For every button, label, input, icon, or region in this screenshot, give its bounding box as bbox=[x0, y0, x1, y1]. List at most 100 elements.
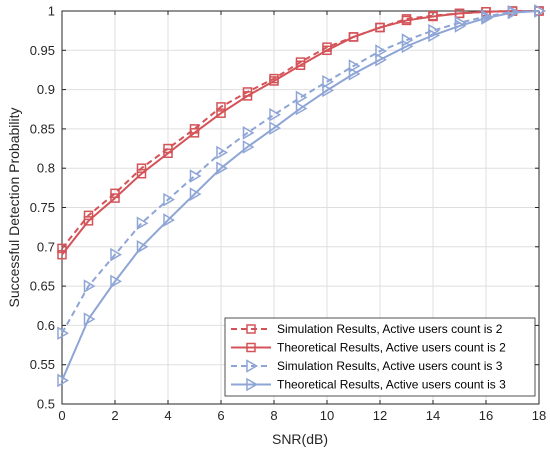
y-tick-label: 0.75 bbox=[30, 200, 55, 215]
data-point bbox=[83, 279, 96, 293]
y-tick-label: 0.55 bbox=[30, 357, 55, 372]
data-point bbox=[242, 126, 255, 140]
x-tick-label: 16 bbox=[479, 408, 493, 423]
y-axis-label: Successful Detection Probability bbox=[6, 108, 22, 308]
series-line bbox=[61, 10, 539, 249]
data-point bbox=[375, 44, 387, 58]
series-line bbox=[61, 10, 539, 256]
series-group bbox=[57, 4, 546, 388]
data-point bbox=[189, 128, 200, 138]
legend: Simulation Results, Active users count i… bbox=[224, 317, 536, 397]
legend-entry: Theoretical Results, Active users count … bbox=[231, 341, 506, 355]
y-tick-label: 0.9 bbox=[37, 82, 55, 97]
y-tick-label: 0.95 bbox=[30, 43, 55, 58]
data-point bbox=[110, 247, 122, 262]
data-point bbox=[428, 28, 440, 43]
data-point bbox=[57, 249, 67, 260]
data-point bbox=[216, 145, 228, 160]
y-tick-label: 0.65 bbox=[30, 279, 55, 294]
data-point bbox=[216, 102, 226, 112]
legend-box bbox=[224, 317, 536, 397]
x-tick-label: 8 bbox=[270, 408, 277, 423]
data-point bbox=[295, 90, 308, 105]
series-4 bbox=[57, 4, 546, 388]
legend-marker bbox=[246, 342, 256, 353]
data-point bbox=[242, 140, 255, 154]
legend-label: Theoretical Results, Active users count … bbox=[277, 341, 506, 355]
data-point bbox=[163, 148, 173, 159]
x-tick-label: 14 bbox=[426, 408, 440, 423]
data-point bbox=[136, 216, 149, 231]
data-point bbox=[375, 22, 385, 33]
data-point bbox=[136, 239, 149, 254]
x-tick-label: 4 bbox=[164, 408, 171, 423]
x-axis-ticks: 0 2 4 6 8 10 12 14 16 18 bbox=[58, 11, 546, 423]
data-point bbox=[83, 216, 94, 226]
legend-entry: Simulation Results, Active users count i… bbox=[231, 359, 503, 373]
data-point bbox=[348, 32, 359, 42]
x-tick-label: 6 bbox=[217, 408, 224, 423]
data-point bbox=[428, 11, 438, 22]
data-point bbox=[242, 91, 253, 101]
data-point bbox=[454, 19, 467, 33]
data-point bbox=[83, 210, 94, 221]
data-point bbox=[163, 213, 175, 227]
data-point bbox=[375, 52, 387, 67]
data-point bbox=[163, 192, 175, 207]
data-point bbox=[136, 168, 147, 179]
data-point bbox=[83, 312, 96, 326]
series-2 bbox=[57, 6, 544, 260]
legend-entry: Theoretical Results, Active users count … bbox=[231, 377, 506, 392]
data-point bbox=[348, 59, 361, 73]
legend-marker bbox=[246, 359, 258, 373]
data-point bbox=[401, 15, 412, 26]
data-point bbox=[189, 187, 202, 201]
data-point bbox=[57, 326, 69, 341]
legend-label: Simulation Results, Active users count i… bbox=[277, 322, 503, 336]
data-point bbox=[322, 74, 334, 89]
data-point bbox=[534, 4, 546, 18]
series-1 bbox=[57, 6, 544, 254]
data-point bbox=[216, 161, 228, 176]
data-point bbox=[322, 83, 334, 98]
x-tick-label: 10 bbox=[320, 408, 334, 423]
y-axis-ticks: 0.5 0.55 0.6 0.65 0.7 0.75 0.8 0.85 0.9 0.95 1 bbox=[30, 4, 539, 412]
data-point bbox=[136, 163, 147, 173]
x-tick-label: 0 bbox=[58, 408, 65, 423]
data-point bbox=[348, 67, 361, 81]
data-point bbox=[401, 39, 414, 54]
x-tick-label: 2 bbox=[111, 408, 118, 423]
x-tick-label: 12 bbox=[373, 408, 387, 423]
y-tick-label: 0.7 bbox=[37, 239, 55, 254]
y-tick-label: 0.85 bbox=[30, 121, 55, 136]
data-point bbox=[57, 373, 69, 388]
data-point bbox=[269, 76, 279, 86]
data-point bbox=[110, 274, 122, 289]
legend-marker bbox=[246, 377, 258, 392]
data-point bbox=[189, 169, 202, 183]
data-point bbox=[507, 5, 520, 20]
series-line bbox=[61, 10, 540, 334]
data-point bbox=[216, 108, 226, 118]
data-point bbox=[295, 60, 306, 70]
y-tick-label: 0.5 bbox=[37, 397, 55, 412]
legend-label: Theoretical Results, Active users count … bbox=[277, 378, 506, 392]
data-point bbox=[295, 101, 308, 116]
x-axis-label: SNR(dB) bbox=[272, 431, 328, 447]
y-tick-label: 1 bbox=[48, 4, 55, 19]
data-point bbox=[481, 11, 493, 25]
data-point bbox=[269, 107, 281, 122]
legend-entry: Simulation Results, Active users count i… bbox=[231, 322, 503, 336]
legend-marker bbox=[246, 324, 256, 334]
data-point bbox=[454, 8, 465, 19]
data-point bbox=[110, 193, 120, 203]
legend-label: Simulation Results, Active users count i… bbox=[277, 359, 503, 373]
data-point bbox=[269, 121, 281, 135]
data-point bbox=[322, 45, 332, 56]
series-3 bbox=[57, 4, 546, 341]
y-tick-label: 0.8 bbox=[37, 161, 55, 176]
series-line bbox=[61, 10, 540, 381]
x-tick-label: 18 bbox=[532, 408, 546, 423]
